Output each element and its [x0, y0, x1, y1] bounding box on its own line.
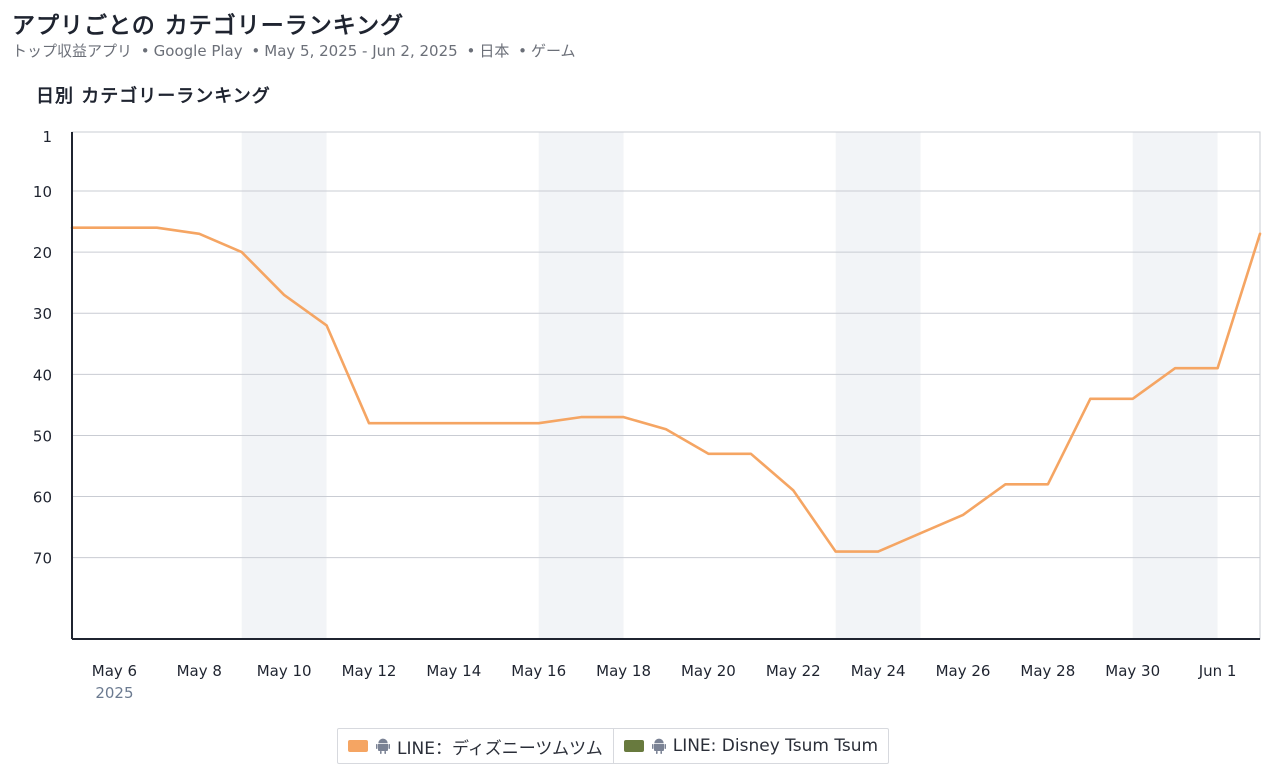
x-tick-label: May 18 — [596, 662, 651, 680]
legend-label-1: LINE：ディズニーツムツム — [397, 738, 603, 759]
y-tick-label: 60 — [33, 489, 52, 507]
section-title: 日別 カテゴリーランキング — [36, 86, 271, 107]
ranking-line-chart[interactable]: 1 10 20 30 40 50 60 70 May 6 May 8 May 10 May 12 Ma… — [0, 110, 1280, 710]
x-tick-label: May 16 — [511, 662, 566, 680]
series-line-1[interactable] — [70, 226, 1262, 553]
weekend-band — [538, 132, 624, 639]
x-tick-label: May 6 — [92, 662, 137, 680]
separator: • — [140, 42, 150, 60]
x-tick-label: May 22 — [766, 662, 821, 680]
report-subtitle: トップ収益アプリ • Google Play • May 5, 2025 - Jun… — [12, 40, 576, 61]
y-tick-label: 30 — [33, 305, 52, 323]
legend-item-series-1[interactable]: LINE：ディズニーツムツム — [338, 729, 613, 763]
x-tick-label: May 12 — [342, 662, 397, 680]
chart-legend: LINE：ディズニーツムツム LINE: Disney Tsum Tsum — [337, 728, 890, 764]
country-label: 日本 — [479, 42, 510, 60]
x-tick-label: May 28 — [1020, 662, 1075, 680]
store-label: Google Play — [153, 42, 243, 60]
weekend-band — [835, 132, 921, 639]
x-tick-label: May 10 — [257, 662, 312, 680]
legend-item-series-2[interactable]: LINE: Disney Tsum Tsum — [612, 729, 888, 763]
category-label: ゲーム — [531, 42, 576, 60]
x-year-label: 2025 — [95, 684, 133, 702]
date-range-label: May 5, 2025 - Jun 2, 2025 — [264, 42, 458, 60]
segment-label: トップ収益アプリ — [12, 42, 133, 60]
legend-label-2: LINE: Disney Tsum Tsum — [672, 736, 879, 756]
x-tick-label: May 14 — [426, 662, 481, 680]
weekend-band — [241, 132, 327, 639]
y-tick-label: 50 — [33, 427, 52, 445]
separator: • — [518, 42, 527, 60]
android-icon — [651, 738, 666, 754]
x-tick-label: May 20 — [681, 662, 736, 680]
x-tick-label: May 30 — [1105, 662, 1160, 680]
x-tick-label: May 26 — [936, 662, 991, 680]
separator: • — [251, 42, 261, 60]
y-tick-label: 1 — [42, 128, 52, 146]
separator: • — [466, 42, 476, 60]
weekend-band — [1132, 132, 1218, 639]
y-tick-label: 20 — [33, 244, 52, 262]
x-tick-label: May 24 — [851, 662, 906, 680]
android-icon — [376, 738, 390, 754]
x-tick-label: Jun 1 — [1198, 662, 1237, 680]
legend-swatch-1 — [348, 740, 368, 752]
y-tick-label: 40 — [33, 366, 52, 384]
y-tick-label: 10 — [33, 183, 52, 201]
x-tick-label: May 8 — [177, 662, 222, 680]
y-tick-label: 70 — [33, 550, 52, 568]
legend-swatch-2 — [623, 740, 644, 752]
page-title: アプリごとの カテゴリーランキング — [12, 13, 405, 39]
